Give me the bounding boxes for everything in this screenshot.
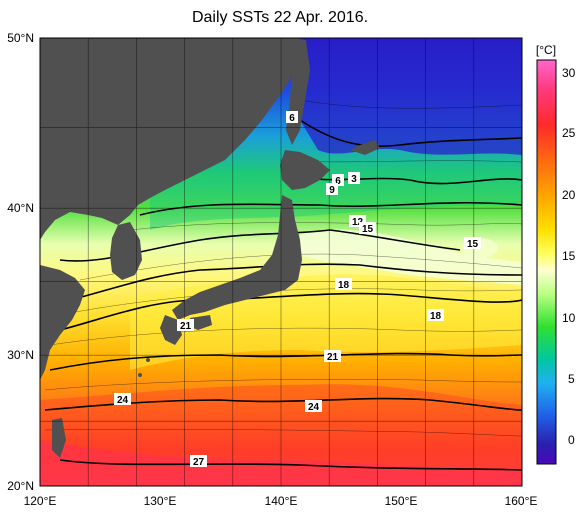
map-frame xyxy=(39,37,523,487)
svg-text:21: 21 xyxy=(327,352,339,363)
contour-label: 15 xyxy=(359,222,376,235)
colorbar-tick: 15 xyxy=(562,249,576,263)
colorbar-tick: 30 xyxy=(562,66,576,80)
lat-axis: 50°N 40°N 30°N 20°N xyxy=(7,31,34,493)
svg-text:18: 18 xyxy=(338,280,350,291)
svg-text:6: 6 xyxy=(289,113,295,124)
transition-zone xyxy=(300,229,522,285)
colorbar-tick: 5 xyxy=(568,372,575,386)
lon-axis: 120°E 130°E 140°E 150°E 160°E xyxy=(24,494,538,508)
cool-band xyxy=(150,171,522,230)
contour-label: 21 xyxy=(324,350,341,363)
lon-label-150: 150°E xyxy=(385,494,418,508)
contour-label: 18 xyxy=(427,309,444,322)
contour-label: 9 xyxy=(326,183,338,196)
contour-label: 27 xyxy=(190,455,207,468)
contour-label: 18 xyxy=(335,278,352,291)
land xyxy=(40,38,380,458)
svg-text:12: 12 xyxy=(352,217,364,228)
svg-text:21: 21 xyxy=(180,321,192,332)
contour-label: 6 xyxy=(286,111,298,124)
colorbar: [°C] 30 25 20 15 10 5 0 xyxy=(536,43,576,465)
map-title: Daily SSTs 22 Apr. 2016. xyxy=(191,9,369,26)
graticule xyxy=(40,38,522,486)
lat-label-40: 40°N xyxy=(7,201,34,215)
svg-text:9: 9 xyxy=(329,185,335,196)
svg-text:24: 24 xyxy=(308,402,320,413)
svg-text:6: 6 xyxy=(335,176,341,187)
lon-label-160: 160°E xyxy=(505,494,538,508)
minor-contours xyxy=(44,99,522,437)
contour-label-group: 6 6 3 9 12 15 15 18 18 21 21 24 24 27 xyxy=(114,111,481,468)
contour-label: 21 xyxy=(177,319,194,332)
contour-label: 24 xyxy=(305,400,322,413)
lat-label-20: 20°N xyxy=(7,479,34,493)
svg-text:15: 15 xyxy=(467,239,479,250)
colorbar-tick: 25 xyxy=(562,126,576,140)
svg-text:27: 27 xyxy=(193,457,205,468)
contour-label: 3 xyxy=(348,172,360,185)
svg-text:15: 15 xyxy=(362,224,374,235)
lon-label-140: 140°E xyxy=(265,494,298,508)
colorbar-tick: 20 xyxy=(562,188,576,202)
colorbar-scale xyxy=(536,59,557,465)
colorbar-tick: 10 xyxy=(562,311,576,325)
colorbar-unit: [°C] xyxy=(536,43,556,57)
colorbar-tick: 0 xyxy=(568,433,575,447)
svg-text:18: 18 xyxy=(430,311,442,322)
lon-label-120: 120°E xyxy=(24,494,57,508)
lon-label-130: 130°E xyxy=(144,494,177,508)
contour-label: 15 xyxy=(464,237,481,250)
svg-text:3: 3 xyxy=(351,174,357,185)
lat-label-30: 30°N xyxy=(7,348,34,362)
cold-water-region xyxy=(300,38,522,155)
contour-label: 24 xyxy=(114,393,131,406)
lat-label-50: 50°N xyxy=(7,31,34,45)
svg-text:24: 24 xyxy=(117,395,129,406)
